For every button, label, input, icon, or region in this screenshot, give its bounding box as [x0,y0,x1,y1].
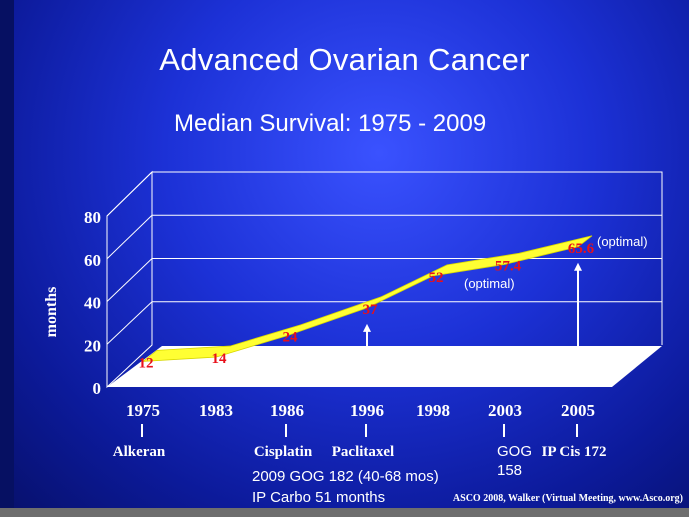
arrow-head [574,262,582,271]
data-label: 52 [429,270,444,286]
y-tick-label: 20 [84,336,101,355]
x-tick-label: 2005 [561,401,595,420]
annotation-optimal: (optimal) [597,234,648,249]
drug-label: Paclitaxel [332,444,394,460]
window-bottom-bar [0,508,689,517]
footnote: 2009 GOG 182 (40-68 mos) IP Carbo 51 mon… [252,466,439,508]
x-tick-label: 1983 [199,401,233,420]
gridline-side [106,214,153,260]
data-label: 24 [283,330,299,346]
citation: ASCO 2008, Walker (Virtual Meeting, www.… [452,493,683,504]
y-tick-label: 0 [93,379,102,398]
slide-left-edge [0,0,14,510]
data-label: 12 [139,355,154,371]
x-tick-label: 2003 [488,401,522,420]
x-tick-label: 1975 [126,401,160,420]
x-tick-label: 1996 [350,401,384,420]
y-tick-label: 60 [84,251,101,270]
gridline-side [106,301,153,345]
annotation-optimal: (optimal) [464,276,515,291]
chart-floor [107,346,662,387]
slide-subtitle: Median Survival: 1975 - 2009 [174,110,487,137]
x-tick-label: 1986 [270,401,304,420]
gridline-side [106,258,153,302]
drug-label: IP Cis 172 [541,444,606,460]
y-axis-label: months [43,287,60,338]
x-tick-label: 1998 [416,401,450,420]
data-label: 57.4 [495,258,522,274]
data-label: 37 [363,302,379,318]
y-tick-label: 80 [84,208,101,227]
data-label: 14 [212,351,228,367]
drug-label: Cisplatin [254,444,313,460]
footnote-line-1: 2009 GOG 182 (40-68 mos) [252,468,439,485]
drug-label: GOG [497,443,532,460]
gridline-side [106,171,153,217]
drug-label: Alkeran [113,444,166,460]
drug-label: 158 [497,462,522,479]
survival-ribbon [141,235,593,362]
slide-title: Advanced Ovarian Cancer [159,42,530,77]
footnote-line-2: IP Carbo 51 months [252,489,386,506]
y-tick-label: 40 [84,294,101,313]
arrow-head [363,323,371,332]
data-label: 65.6 [568,241,595,257]
